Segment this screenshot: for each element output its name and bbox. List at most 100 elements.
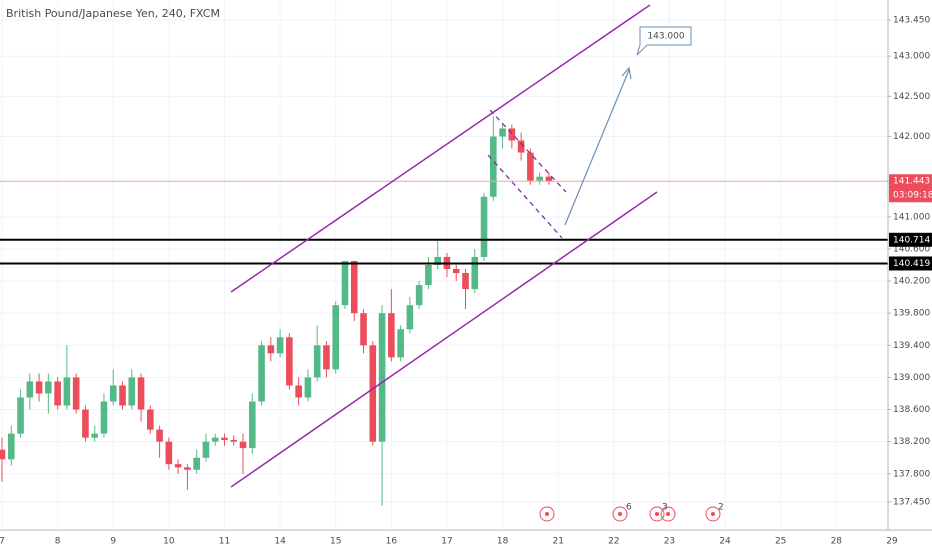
level-label: 140.714: [893, 235, 930, 245]
callout-label: 143.000: [647, 32, 684, 42]
candle-body: [304, 377, 312, 398]
candle-body: [202, 441, 210, 458]
y-tick-label: 140.200: [893, 277, 930, 287]
chart-title: British Pound/Japanese Yen, 240, FXCM: [6, 7, 220, 20]
event-marker: [705, 506, 721, 522]
candle-body: [165, 441, 173, 465]
candle-body: [286, 337, 293, 386]
candle-body: [109, 385, 117, 402]
event-marker: [660, 506, 676, 522]
x-tick-label: 21: [552, 537, 563, 547]
candle-body: [72, 377, 80, 410]
candle-body: [527, 152, 534, 181]
event-dot: [655, 512, 659, 516]
y-tick-label: 138.200: [893, 437, 930, 447]
y-tick-label: 142.000: [893, 132, 930, 142]
candle-body: [323, 345, 330, 370]
candle-body: [35, 381, 43, 394]
channel-lower: [230, 191, 658, 488]
x-tick-label: 16: [386, 537, 398, 547]
axis-labels: 137.450 137.800 138.200 138.600 139.000 139.4…: [0, 16, 932, 547]
candle-body: [54, 381, 61, 406]
candle-body: [332, 305, 340, 370]
event-marker: [612, 506, 628, 522]
candle-body: [369, 345, 377, 442]
candle-body: [360, 313, 367, 346]
candle-body: [100, 401, 108, 434]
y-tick-label: 143.000: [893, 52, 930, 62]
plot: [0, 116, 888, 506]
candle-body: [230, 440, 238, 442]
y-tick-label: 139.000: [893, 373, 930, 383]
event-dot: [545, 512, 549, 516]
x-tick-label: 22: [608, 537, 619, 547]
callout: [636, 26, 692, 56]
event-count: 6: [626, 503, 632, 513]
candle-body: [508, 128, 516, 141]
candle-body: [45, 381, 52, 394]
target-arrow: [564, 69, 630, 226]
candle-body: [82, 409, 89, 438]
level-label: 140.419: [893, 259, 930, 269]
event-dot: [711, 512, 715, 516]
y-tick-label: 138.600: [893, 405, 930, 415]
x-tick-label: 25: [775, 537, 786, 547]
x-tick-label: 17: [441, 537, 452, 547]
flag-lower: [487, 154, 563, 239]
candle-body: [184, 467, 191, 470]
candle-body: [313, 345, 321, 378]
candle-body: [221, 437, 228, 441]
countdown-label: 03:09:18: [893, 191, 932, 201]
last-price-label: 141.443: [893, 177, 930, 187]
candle-body: [239, 441, 247, 449]
candle-body: [17, 397, 24, 434]
grid: [0, 0, 893, 530]
last-price-tag: [889, 174, 932, 203]
candle-body: [193, 457, 200, 470]
candle-body: [7, 433, 15, 460]
x-tick-label: 11: [219, 537, 230, 547]
x-tick-label: 15: [330, 537, 341, 547]
candle-body: [119, 385, 126, 406]
channel-upper: [230, 4, 651, 293]
x-tick-label: 29: [886, 537, 898, 547]
candle-body: [425, 265, 432, 286]
x-tick-label: 7: [0, 537, 5, 547]
x-tick-label: 24: [719, 537, 731, 547]
x-tick-label: 10: [163, 537, 175, 547]
event-count: 3: [662, 503, 668, 513]
level-tag: [889, 256, 932, 271]
y-tick-label: 137.450: [893, 497, 930, 507]
candle-body: [388, 313, 395, 358]
candle-body: [137, 377, 145, 410]
candle-body: [276, 337, 284, 354]
arrow-head: [621, 66, 632, 80]
x-tick-label: 8: [55, 537, 61, 547]
candle-body: [26, 381, 34, 398]
y-tick-label: 143.450: [893, 16, 930, 26]
candle-body: [499, 128, 506, 137]
candle-body: [128, 377, 136, 406]
event-dot: [666, 512, 670, 516]
candle-body: [480, 196, 488, 257]
event-markers: [539, 506, 721, 522]
y-tick-label: 139.800: [893, 309, 930, 319]
candle-body: [156, 429, 163, 442]
price-axis: [888, 0, 932, 550]
candle-body: [248, 401, 256, 449]
x-tick-label: 28: [831, 537, 843, 547]
candle-body: [434, 256, 441, 265]
time-axis: [0, 530, 888, 550]
event-count: 2: [718, 503, 724, 513]
candle-body: [490, 136, 497, 197]
x-tick-label: 18: [497, 537, 509, 547]
candle-body: [545, 176, 553, 182]
candle-body: [295, 385, 302, 398]
candle-body: [211, 437, 219, 442]
candle-body: [462, 273, 469, 290]
candle-body: [91, 433, 98, 438]
y-tick-label: 140.600: [893, 244, 930, 254]
candle-body: [406, 305, 414, 330]
x-tick-label: 23: [664, 537, 675, 547]
candle-body: [258, 345, 265, 402]
